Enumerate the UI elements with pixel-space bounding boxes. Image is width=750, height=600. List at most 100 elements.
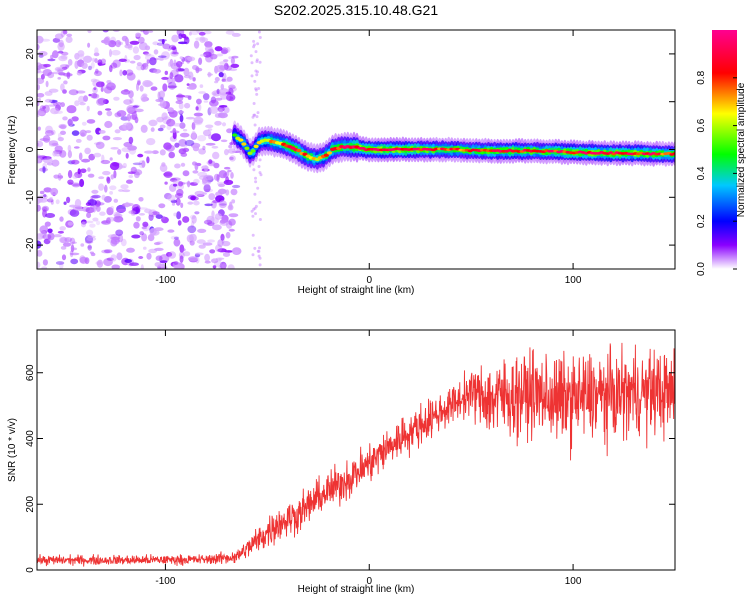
- noise-blob: [252, 168, 256, 172]
- noise-blob: [104, 249, 113, 254]
- noise-blob: [50, 107, 60, 115]
- noise-blob: [161, 39, 165, 45]
- noise-blob: [101, 220, 111, 225]
- noise-blob: [96, 259, 104, 268]
- noise-blob: [167, 81, 177, 90]
- noise-blob: [112, 162, 120, 167]
- noise-blob: [179, 56, 184, 60]
- noise-blob: [191, 122, 196, 130]
- noise-blob: [138, 36, 145, 44]
- noise-blob: [214, 46, 223, 52]
- noise-blob: [41, 266, 48, 269]
- noise-blob: [40, 38, 51, 42]
- snr-xtick-label: 0: [366, 576, 372, 587]
- noise-blob: [208, 159, 213, 164]
- noise-blob: [101, 194, 106, 201]
- noise-blob: [92, 217, 99, 222]
- noise-blob: [83, 95, 88, 102]
- noise-blob: [85, 207, 95, 214]
- noise-blob: [161, 76, 169, 80]
- noise-blob: [127, 171, 136, 175]
- noise-blob: [157, 127, 164, 132]
- noise-blob: [167, 229, 175, 233]
- noise-blob: [133, 221, 140, 229]
- noise-blob: [136, 65, 143, 71]
- noise-blob: [108, 40, 117, 48]
- noise-blob: [187, 180, 191, 188]
- noise-blob: [216, 53, 224, 57]
- noise-blob: [213, 92, 217, 96]
- noise-blob: [67, 221, 74, 226]
- noise-blob: [74, 100, 80, 107]
- noise-blob: [111, 49, 121, 56]
- noise-blob: [258, 246, 261, 250]
- noise-blob: [218, 183, 225, 188]
- noise-blob: [51, 159, 60, 167]
- noise-blob: [199, 84, 204, 88]
- noise-blob: [58, 55, 68, 62]
- noise-blob: [178, 102, 184, 110]
- noise-blob: [189, 214, 196, 220]
- noise-blob: [37, 62, 43, 70]
- noise-blob: [105, 108, 112, 111]
- noise-blob: [53, 110, 63, 114]
- noise-blob: [47, 228, 53, 234]
- signal-mark: [250, 149, 256, 153]
- signal-mark: [247, 151, 253, 155]
- noise-blob: [139, 213, 145, 216]
- noise-blob: [228, 228, 235, 232]
- noise-blob: [179, 122, 186, 129]
- noise-blob: [87, 173, 95, 178]
- figure-title: S202.2025.315.10.48.G21: [274, 2, 438, 18]
- noise-blob: [202, 93, 210, 101]
- noise-blob: [59, 262, 64, 269]
- noise-blob: [183, 36, 189, 40]
- noise-blob: [167, 85, 178, 89]
- noise-blob: [57, 42, 65, 51]
- noise-blob: [39, 105, 46, 112]
- noise-blob: [95, 141, 105, 149]
- noise-blob: [254, 88, 258, 92]
- noise-blob: [127, 145, 137, 151]
- signal-mark: [296, 148, 302, 153]
- noise-blob: [227, 169, 232, 173]
- noise-blob: [111, 264, 120, 269]
- noise-blob: [193, 200, 200, 206]
- colorbar-ticks: 0.0 0.2 0.4 0.6 0.8: [696, 70, 737, 276]
- noise-blob: [163, 172, 172, 177]
- noise-blob: [176, 211, 182, 220]
- noise-blob: [106, 207, 114, 216]
- noise-blob: [219, 105, 228, 108]
- noise-blob: [115, 229, 124, 236]
- noise-blob: [257, 254, 261, 258]
- noise-blob: [59, 216, 64, 222]
- noise-blob: [129, 97, 134, 104]
- noise-blob: [214, 260, 222, 267]
- noise-blob: [136, 83, 139, 91]
- noise-blob: [228, 213, 239, 218]
- noise-blob: [192, 170, 199, 174]
- noise-blob: [258, 263, 262, 267]
- noise-blob: [148, 213, 154, 221]
- snr-ytick-label: 0: [25, 567, 36, 573]
- noise-blob: [192, 122, 196, 131]
- noise-blob: [126, 247, 135, 253]
- noise-blob: [37, 97, 41, 102]
- noise-blob: [229, 155, 236, 162]
- noise-blob: [202, 192, 207, 195]
- noise-blob: [119, 69, 123, 77]
- noise-blob: [60, 30, 65, 38]
- noise-blob: [221, 263, 227, 269]
- colorbar: 0.0 0.2 0.4 0.6 0.8 Normalized spectral ampl…: [696, 30, 747, 276]
- noise-blob: [140, 94, 148, 103]
- noise-blob: [74, 60, 79, 69]
- noise-blob: [126, 179, 133, 184]
- noise-blob: [196, 98, 202, 105]
- noise-blob: [153, 49, 159, 55]
- noise-blob: [88, 93, 92, 97]
- noise-blob: [86, 212, 92, 219]
- snr-xtick-label: 100: [565, 576, 582, 587]
- noise-blob: [87, 42, 91, 48]
